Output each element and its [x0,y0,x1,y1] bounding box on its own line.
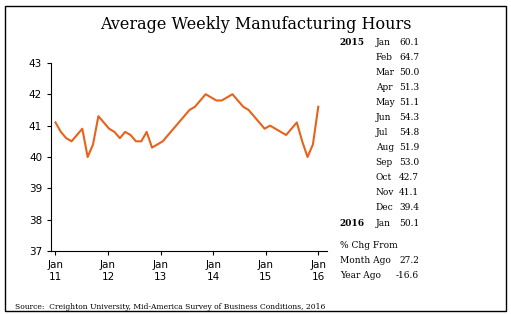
Text: Aug: Aug [376,143,393,152]
Text: 51.1: 51.1 [399,98,419,107]
Text: 27.2: 27.2 [399,256,419,265]
Text: -16.6: -16.6 [396,271,419,280]
Text: Dec: Dec [376,203,393,213]
Text: 42.7: 42.7 [399,173,419,182]
Text: May: May [376,98,396,107]
Text: Apr: Apr [376,83,392,92]
Text: 2016: 2016 [340,219,365,228]
Text: 51.9: 51.9 [399,143,419,152]
Text: Year Ago: Year Ago [340,271,381,280]
Text: 51.3: 51.3 [399,83,419,92]
Text: 54.3: 54.3 [399,113,419,122]
Text: Month Ago: Month Ago [340,256,391,265]
Text: Jan: Jan [376,38,390,47]
Text: Jun: Jun [376,113,391,122]
Text: 54.8: 54.8 [399,128,419,137]
Text: Mar: Mar [376,68,394,77]
Text: Jan: Jan [376,219,390,228]
Text: 60.1: 60.1 [399,38,419,47]
Text: % Chg From: % Chg From [340,241,398,250]
Text: 50.0: 50.0 [399,68,419,77]
Text: 53.0: 53.0 [399,158,419,167]
Text: 39.4: 39.4 [399,203,419,213]
Text: 64.7: 64.7 [399,53,419,62]
Text: Average Weekly Manufacturing Hours: Average Weekly Manufacturing Hours [100,16,411,33]
Text: 41.1: 41.1 [399,188,419,198]
Text: Oct: Oct [376,173,392,182]
Text: 2015: 2015 [340,38,365,47]
Text: Nov: Nov [376,188,394,198]
Text: Sep: Sep [376,158,393,167]
Text: Source:  Creighton University, Mid-America Survey of Business Conditions, 2016: Source: Creighton University, Mid-Americ… [15,303,326,311]
Text: Feb: Feb [376,53,392,62]
Text: 50.1: 50.1 [399,219,419,228]
Text: Jul: Jul [376,128,388,137]
